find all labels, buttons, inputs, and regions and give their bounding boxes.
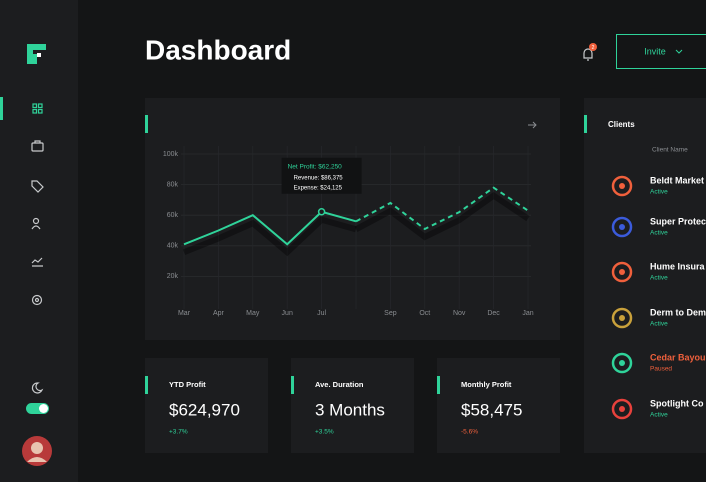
nav-briefcase[interactable] bbox=[31, 140, 44, 152]
x-tick-label: Apr bbox=[213, 310, 225, 317]
x-tick-label: Jun bbox=[282, 310, 293, 317]
card-accent bbox=[584, 115, 587, 133]
client-logo-dot bbox=[619, 183, 625, 189]
card-accent bbox=[291, 376, 294, 394]
client-logo bbox=[611, 216, 633, 238]
line-shadow bbox=[354, 192, 530, 241]
nav-chart[interactable] bbox=[31, 257, 43, 267]
x-tick-label: May bbox=[246, 310, 260, 317]
notification-count: 2 bbox=[592, 45, 595, 51]
x-tick-label: Jul bbox=[317, 310, 326, 317]
client-status: Paused bbox=[650, 366, 672, 373]
client-logo bbox=[611, 307, 633, 329]
nav-dashboard[interactable] bbox=[32, 103, 43, 114]
clients-card bbox=[584, 98, 706, 453]
nav-tag[interactable] bbox=[31, 180, 44, 193]
client-name: Hume Insura bbox=[650, 261, 706, 271]
client-name: Derm to Dem bbox=[650, 307, 706, 317]
page-title: Dashboard bbox=[145, 34, 291, 65]
stat-change: +3.7% bbox=[169, 429, 188, 436]
x-tick-label: Mar bbox=[178, 310, 191, 317]
stat-value: 3 Months bbox=[315, 400, 385, 419]
tooltip bbox=[281, 157, 362, 194]
sidebar bbox=[0, 0, 78, 482]
nav-users[interactable] bbox=[31, 217, 41, 230]
client-logo-dot bbox=[619, 269, 625, 275]
client-logo bbox=[611, 352, 633, 374]
chart-card bbox=[145, 98, 560, 340]
tooltip-expense: Expense: $24,125 bbox=[294, 185, 343, 191]
y-tick-label: 80k bbox=[167, 181, 179, 188]
client-status: Active bbox=[650, 189, 668, 196]
client-name: Cedar Bayou bbox=[650, 352, 706, 362]
client-name: Super Protec bbox=[650, 216, 706, 226]
card-accent bbox=[437, 376, 440, 394]
clients-title: Clients bbox=[608, 120, 635, 129]
stat-card bbox=[437, 358, 560, 453]
nav-settings[interactable] bbox=[31, 294, 43, 306]
x-tick-label: Nov bbox=[453, 310, 466, 317]
stat-label: Monthly Profit bbox=[461, 380, 512, 389]
theme-icon bbox=[31, 382, 44, 394]
client-logo-dot bbox=[619, 224, 625, 230]
stat-card bbox=[291, 358, 414, 453]
client-name: Spotlight Co bbox=[650, 398, 704, 408]
line-shadow bbox=[182, 216, 357, 257]
highlight-point bbox=[317, 208, 326, 216]
stat-change: -5.6% bbox=[461, 429, 478, 436]
client-name: Beldt Market bbox=[650, 175, 704, 185]
stats: YTD Profit $624,970 +3.7% Ave. Duration 3 Mo… bbox=[145, 358, 560, 453]
client-logo bbox=[611, 398, 633, 420]
active-indicator bbox=[0, 97, 3, 120]
column-header: Client Name bbox=[652, 147, 688, 154]
y-tick-label: 60k bbox=[167, 212, 179, 219]
tooltip-revenue: Revenue: $86,375 bbox=[294, 175, 344, 181]
notification-button[interactable]: 2 bbox=[583, 43, 597, 61]
y-tick-label: 100k bbox=[163, 151, 179, 158]
invite-button[interactable]: Invite bbox=[616, 34, 706, 69]
avatar[interactable] bbox=[22, 436, 52, 466]
client-logo-dot bbox=[619, 315, 625, 321]
y-tick-label: 40k bbox=[167, 243, 179, 250]
logo bbox=[27, 44, 46, 64]
client-status: Active bbox=[650, 321, 668, 328]
card-accent bbox=[145, 115, 148, 133]
client-status: Active bbox=[650, 412, 668, 419]
line bbox=[183, 210, 357, 246]
x-tick-label: Dec bbox=[487, 310, 500, 317]
client-logo bbox=[611, 175, 633, 197]
line-chart: 20k 40k 60k 80k 100k Mar Apr May Jun Jul Sep Oct Nov… bbox=[163, 146, 534, 317]
stat-value: $624,970 bbox=[169, 400, 240, 419]
client-status: Active bbox=[650, 275, 668, 282]
invite-label: Invite bbox=[644, 46, 666, 56]
card-accent bbox=[145, 376, 148, 394]
client-list: Beldt Market Active Super Protec Active Hume… bbox=[611, 175, 706, 420]
stat-card bbox=[145, 358, 268, 453]
x-tick-label: Jan bbox=[522, 310, 533, 317]
expand-arrow[interactable] bbox=[528, 121, 537, 129]
stat-value: $58,475 bbox=[461, 400, 522, 419]
client-logo bbox=[611, 261, 633, 283]
x-tick-label: Sep bbox=[384, 310, 397, 317]
theme-toggle[interactable] bbox=[26, 403, 49, 414]
stat-label: YTD Profit bbox=[169, 380, 206, 389]
x-tick-label: Oct bbox=[419, 310, 430, 317]
stat-change: +3.5% bbox=[315, 429, 334, 436]
stat-label: Ave. Duration bbox=[315, 380, 364, 389]
client-status: Active bbox=[650, 230, 668, 237]
line bbox=[355, 186, 529, 231]
tooltip-title: Net Profit: $62,250 bbox=[288, 163, 343, 170]
client-logo-dot bbox=[619, 360, 625, 366]
client-logo-dot bbox=[619, 406, 625, 412]
y-tick-label: 20k bbox=[167, 273, 179, 280]
